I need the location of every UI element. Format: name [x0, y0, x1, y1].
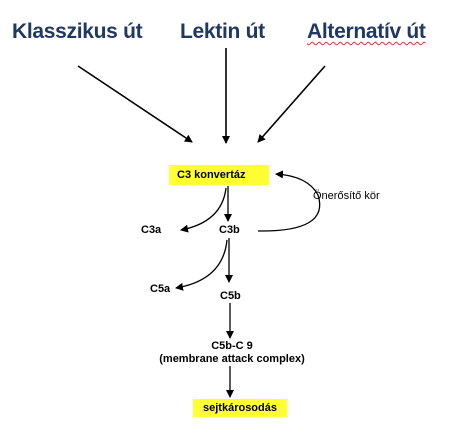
node-mac-line2: (membrane attack complex) [159, 353, 305, 365]
arrow-alternative-to-c3-convertase [257, 65, 326, 143]
pathway-title-lectin: Lektin út [180, 20, 265, 43]
pathway-title-classic: Klasszikus út [12, 20, 143, 43]
node-c5a: C5a [150, 283, 171, 295]
node-membrane-attack-complex: C5b-C 9 (membrane attack complex) [155, 340, 309, 366]
node-cell-damage: sejtkárosodás [193, 399, 287, 417]
node-mac-line1: C5b-C 9 [211, 340, 253, 352]
pathway-title-alternative: Alternatív út [307, 20, 426, 44]
arrow-c3-convertase-to-c3a [180, 187, 227, 233]
arrow-classic-to-c3-convertase [77, 65, 193, 143]
arrow-c3b-to-c5a [175, 239, 228, 291]
node-c5b: C5b [220, 290, 241, 302]
arrow-amplification-loop [257, 170, 321, 232]
node-c3a: C3a [141, 224, 162, 236]
node-c3-convertase: C3 konvertáz [169, 165, 269, 185]
label-amplification-loop: Önerősítő kör [313, 190, 380, 202]
node-c3b: C3b [219, 224, 240, 236]
pathway-title-alternative-text: Alternatív út [307, 20, 426, 43]
